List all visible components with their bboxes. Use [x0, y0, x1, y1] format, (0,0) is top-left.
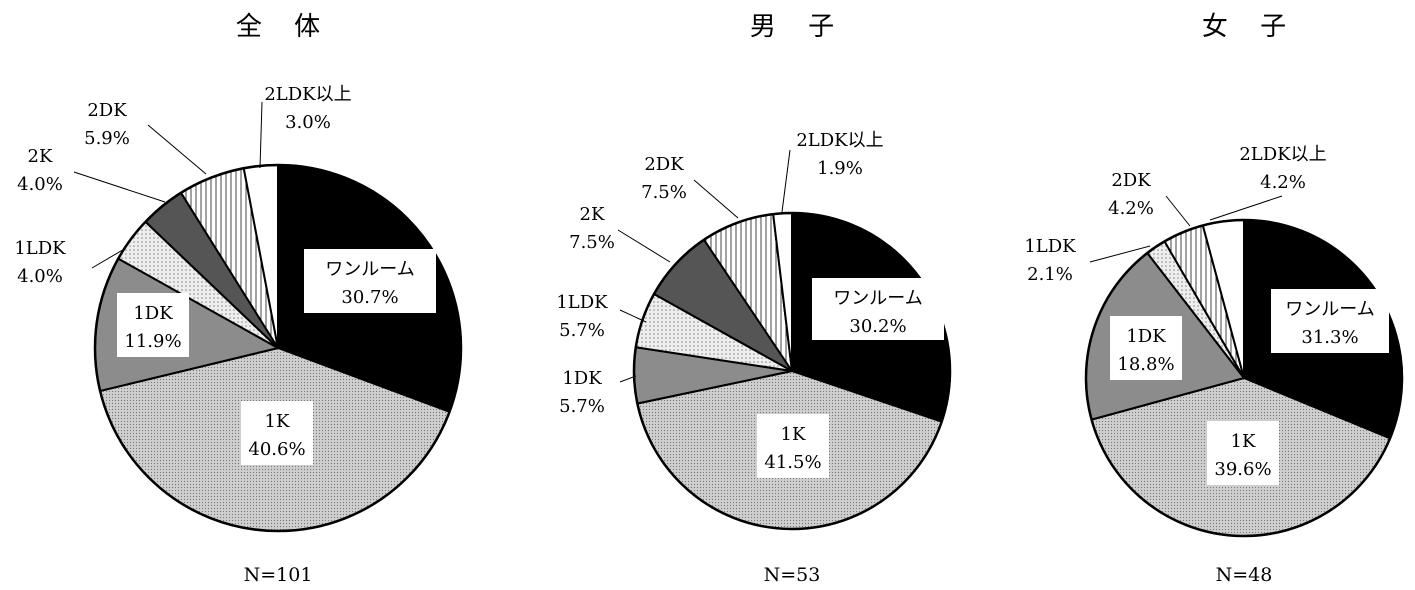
slice-value-1k: 40.6% [248, 439, 305, 460]
slice-value-1dk: 18.8% [1117, 354, 1174, 375]
slice-label-2ldk-plus: 2LDK以上 [796, 130, 883, 151]
slice-label-one-room: ワンルーム [833, 288, 922, 309]
slice-value-2k: 4.0% [17, 174, 63, 195]
leader-line-1ldk [91, 247, 127, 269]
sample-size-label: N=101 [244, 564, 313, 586]
leader-line-2dk [147, 124, 207, 175]
leader-line-2ldk-plus [259, 101, 263, 169]
slice-label-1dk: 1DK [562, 368, 602, 389]
slice-value-1ldk: 5.7% [559, 320, 605, 341]
slice-value-1k: 39.6% [1214, 459, 1271, 480]
slice-value-one-room: 30.7% [341, 287, 398, 308]
label-box-1k [1207, 421, 1279, 485]
label-box-one-room [812, 278, 944, 340]
leader-line-2ldk-plus [781, 149, 791, 213]
slice-value-2ldk-plus: 3.0% [285, 112, 331, 133]
slice-label-1ldk: 1LDK [14, 238, 66, 259]
leader-line-2k [73, 171, 166, 203]
slice-value-1k: 41.5% [764, 452, 821, 473]
slice-label-1ldk: 1LDK [1024, 236, 1076, 257]
leader-line-2ldk-plus [1209, 195, 1283, 221]
label-box-1k [241, 401, 313, 465]
slice-label-one-room: ワンルーム [1285, 299, 1374, 320]
leader-line-2k [617, 229, 671, 263]
label-box-1dk [1110, 316, 1182, 380]
slice-value-1ldk: 2.1% [1027, 264, 1073, 285]
leader-line-2dk [1165, 195, 1191, 227]
slice-label-2dk: 2DK [644, 154, 684, 175]
label-box-one-room [304, 249, 436, 313]
label-box-1k [757, 414, 829, 478]
pie-title: 男 子 [750, 12, 846, 42]
leader-line-1ldk [1089, 245, 1151, 263]
slice-label-2k: 2K [28, 146, 53, 167]
label-box-one-room [1271, 289, 1389, 353]
pie-outline [93, 163, 463, 533]
slice-label-2dk: 2DK [87, 100, 127, 121]
slice-label-one-room: ワンルーム [325, 259, 414, 280]
slice-value-2ldk-plus: 4.2% [1260, 172, 1306, 193]
sample-size-label: N=48 [1216, 564, 1273, 586]
slice-label-1k: 1K [265, 411, 290, 432]
sample-size-label: N=53 [764, 564, 821, 586]
slice-value-1dk: 11.9% [124, 331, 181, 352]
slice-label-1k: 1K [781, 424, 806, 445]
pie-outline [632, 211, 952, 531]
leader-line-1dk [619, 375, 637, 383]
slice-value-2ldk-plus: 1.9% [817, 158, 863, 179]
slice-label-2dk: 2DK [1111, 170, 1151, 191]
leader-line-2dk [693, 179, 739, 219]
slice-label-1k: 1K [1231, 431, 1256, 452]
slice-value-2k: 7.5% [569, 232, 615, 253]
slice-label-1dk: 1DK [1126, 326, 1166, 347]
slice-value-one-room: 30.2% [849, 316, 906, 337]
slice-label-1dk: 1DK [133, 303, 173, 324]
label-box-1dk [117, 293, 189, 357]
pie-title: 全 体 [236, 12, 332, 42]
slice-value-1dk: 5.7% [559, 396, 605, 417]
slice-label-1ldk: 1LDK [556, 292, 608, 313]
pie-title: 女 子 [1202, 12, 1298, 42]
slice-label-2ldk-plus: 2LDK以上 [264, 84, 351, 105]
slice-label-2k: 2K [580, 204, 605, 225]
pie-outline [1084, 218, 1404, 538]
slice-label-2ldk-plus: 2LDK以上 [1239, 144, 1326, 165]
leader-line-1ldk [619, 309, 647, 323]
slice-value-one-room: 31.3% [1301, 327, 1358, 348]
slice-value-2dk: 5.9% [84, 128, 130, 149]
slice-value-2dk: 7.5% [641, 182, 687, 203]
slice-value-1ldk: 4.0% [17, 266, 63, 287]
slice-value-2dk: 4.2% [1108, 198, 1154, 219]
